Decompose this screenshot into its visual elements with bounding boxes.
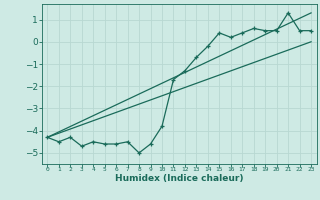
X-axis label: Humidex (Indice chaleur): Humidex (Indice chaleur) [115,174,244,183]
